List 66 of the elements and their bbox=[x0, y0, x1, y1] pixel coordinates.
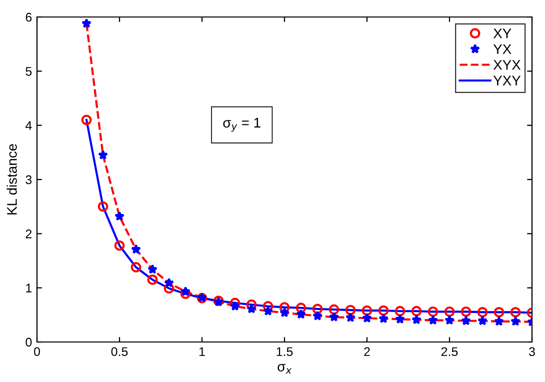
y-tick-label: 2 bbox=[26, 229, 32, 238]
point bbox=[130, 244, 142, 254]
point bbox=[230, 301, 240, 311]
point bbox=[477, 306, 488, 318]
point bbox=[114, 240, 125, 251]
point bbox=[460, 306, 472, 317]
y-axis-title: KL distance bbox=[6, 144, 17, 214]
y-tick-label: 6 bbox=[26, 12, 32, 22]
y-tick-label: 1 bbox=[26, 284, 32, 292]
point bbox=[460, 316, 472, 326]
x-tick-label: 1.5 bbox=[276, 347, 293, 356]
point bbox=[312, 310, 323, 320]
point bbox=[345, 312, 356, 322]
point bbox=[444, 315, 455, 325]
x-tick-label: 3 bbox=[529, 347, 535, 356]
point bbox=[130, 262, 142, 272]
point bbox=[345, 304, 356, 316]
legend-label: YX bbox=[493, 44, 512, 54]
point bbox=[98, 201, 108, 212]
point bbox=[262, 306, 274, 316]
point bbox=[180, 286, 191, 296]
point bbox=[147, 274, 158, 285]
point bbox=[279, 308, 290, 318]
point bbox=[428, 315, 438, 325]
legend-label: XY bbox=[493, 28, 512, 38]
point bbox=[164, 283, 174, 294]
point bbox=[444, 306, 455, 317]
point bbox=[378, 305, 389, 316]
y-tick-label: 4 bbox=[25, 121, 32, 130]
point bbox=[378, 313, 389, 324]
point bbox=[394, 306, 406, 316]
x-tick-label: 0 bbox=[34, 347, 40, 356]
point bbox=[411, 306, 422, 316]
point bbox=[81, 114, 92, 126]
legend-label: YXY bbox=[493, 76, 521, 86]
legend-label: XYX bbox=[493, 60, 521, 70]
point bbox=[164, 278, 174, 288]
point bbox=[147, 264, 158, 274]
point bbox=[328, 304, 340, 315]
point bbox=[494, 316, 504, 326]
point bbox=[180, 288, 191, 300]
point bbox=[114, 211, 125, 221]
point bbox=[98, 150, 108, 160]
point bbox=[494, 306, 504, 318]
point bbox=[328, 312, 340, 322]
x-tick-label: 1 bbox=[199, 347, 205, 356]
y-tick-label: 0 bbox=[26, 338, 32, 347]
x-tick-label: 0.5 bbox=[111, 347, 128, 356]
x-tick-label: 2.5 bbox=[441, 347, 458, 356]
point bbox=[477, 316, 488, 326]
point bbox=[81, 18, 92, 28]
point bbox=[394, 314, 406, 324]
point bbox=[296, 309, 306, 319]
x-axis-title: σ$_{x}$ bbox=[278, 364, 292, 374]
x-tick-label: 2 bbox=[364, 347, 370, 356]
point bbox=[362, 305, 372, 316]
point bbox=[510, 306, 521, 318]
point bbox=[362, 312, 372, 323]
point bbox=[411, 314, 422, 324]
point bbox=[312, 304, 323, 314]
point bbox=[296, 302, 306, 314]
point bbox=[428, 306, 438, 317]
annotation: σ$_{y}$ = 1 bbox=[223, 118, 260, 132]
y-tick-label: 5 bbox=[26, 67, 32, 76]
point bbox=[510, 316, 521, 326]
y-tick-label: 3 bbox=[26, 175, 32, 184]
